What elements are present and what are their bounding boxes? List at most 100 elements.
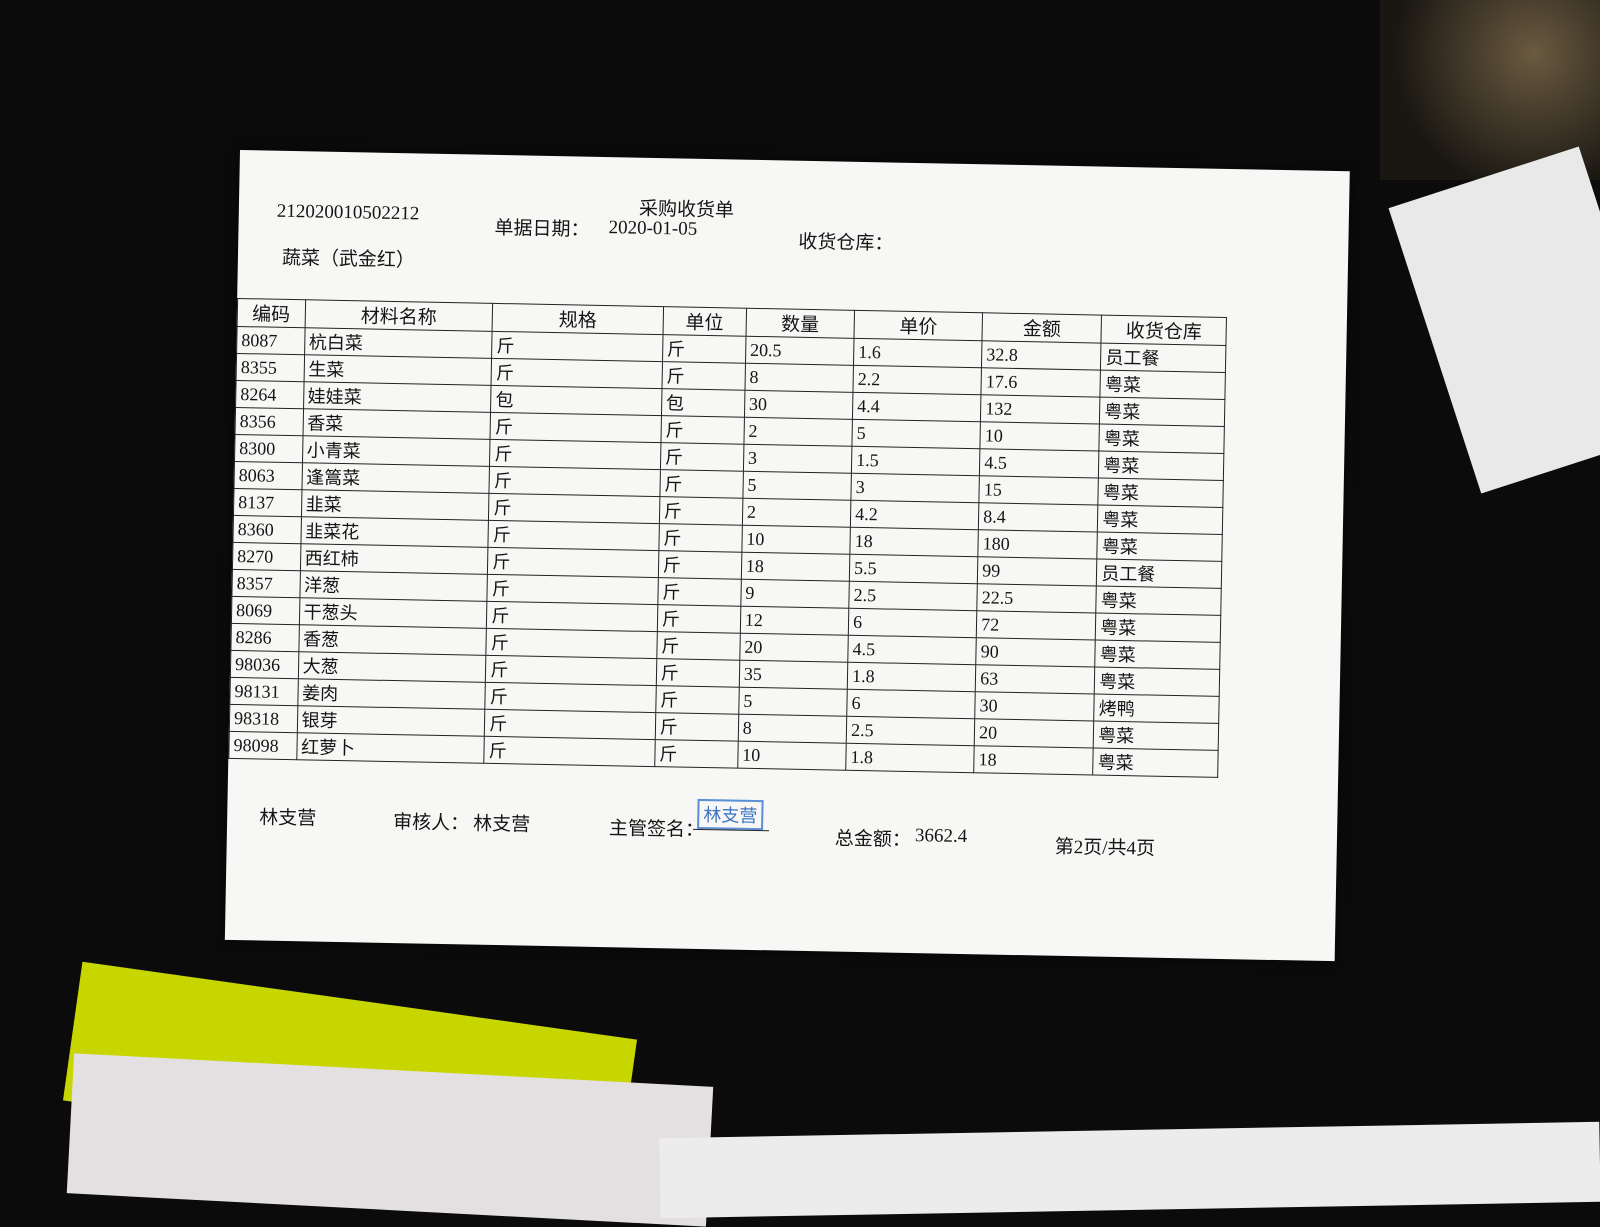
table-cell: 斤: [658, 523, 743, 553]
table-cell: 4.5: [979, 448, 1100, 479]
table-cell: 5: [852, 419, 981, 449]
background-object: [1380, 0, 1600, 180]
table-cell: 斤: [655, 712, 739, 742]
table-cell: 粤菜: [1097, 532, 1223, 562]
table-cell: 斤: [658, 550, 742, 580]
table-cell: 娃娃菜: [303, 381, 492, 413]
table-cell: 韭菜花: [300, 516, 489, 548]
table-cell: 香葱: [298, 624, 487, 656]
table-cell: 包: [490, 385, 662, 416]
table-cell: 8355: [236, 353, 305, 382]
stamp: 林支营: [697, 798, 764, 831]
table-cell: 1.6: [853, 338, 983, 368]
page: {"header": {"doc_number": "2120200105022…: [62, 0, 1600, 1227]
table-cell: 15: [979, 475, 1099, 506]
table-cell: 韭菜: [300, 489, 490, 521]
table-cell: 粤菜: [1098, 478, 1224, 508]
table-cell: 逢篙菜: [301, 462, 490, 494]
table-cell: 斤: [661, 361, 746, 391]
table-cell: 2.5: [846, 716, 975, 746]
page-number: 第2页/共4页: [1054, 836, 1156, 860]
table-cell: 生菜: [303, 354, 492, 386]
table-cell: 3: [743, 444, 853, 474]
supplier: 蔬菜（武金红）: [281, 247, 416, 272]
document: 212020010502212 采购收货单 单据日期： 2020-01-05 收…: [224, 150, 1350, 962]
table-cell: 180: [978, 529, 1098, 560]
table-cell: 烤鸭: [1093, 694, 1220, 724]
column-header: 数量: [745, 308, 855, 339]
table-cell: 63: [975, 664, 1096, 695]
table-cell: 斤: [485, 682, 657, 713]
table-cell: 18: [973, 745, 1094, 775]
table-cell: 2.2: [853, 365, 982, 395]
table-cell: 1.8: [847, 662, 976, 692]
table-cell: 5: [742, 471, 852, 501]
table-body: 8087 杭白菜斤斤 20.5 1.6 32.8 员工餐 8355 生菜斤斤 8 2.2 17.6 粤…: [228, 326, 1226, 778]
table-cell: 2.5: [848, 581, 978, 611]
column-header: 材料名称: [304, 299, 493, 332]
table-cell: 包: [661, 388, 745, 418]
table-cell: 斤: [659, 469, 744, 499]
table-cell: 斤: [488, 493, 660, 524]
column-header: 规格: [492, 303, 664, 335]
reviewer: 林支营: [472, 813, 531, 836]
background-paper: [659, 1121, 1600, 1219]
table-cell: 8.4: [978, 502, 1099, 533]
table-cell: 粤菜: [1098, 451, 1224, 481]
table-cell: 98318: [229, 704, 298, 733]
table-cell: 8286: [230, 623, 299, 652]
table-cell: 斤: [660, 442, 744, 472]
table-cell: 2: [742, 498, 851, 528]
table-cell: 10: [980, 421, 1100, 452]
table-cell: 粤菜: [1094, 667, 1220, 697]
table-cell: 斤: [660, 415, 745, 445]
maker: 林支营: [258, 807, 317, 830]
table-cell: 4.2: [850, 500, 980, 530]
column-header: 编码: [237, 298, 306, 328]
table-cell: 22.5: [976, 583, 1097, 614]
table-cell: 8063: [234, 461, 303, 490]
table-cell: 红萝卜: [296, 732, 485, 764]
table-cell: 斤: [659, 496, 743, 526]
table-cell: 斤: [656, 631, 741, 661]
table-cell: 98131: [229, 677, 298, 706]
column-header: 单位: [662, 306, 747, 337]
table-cell: 8264: [235, 380, 304, 409]
table-cell: 3: [850, 473, 980, 503]
reviewer-label: 审核人：: [392, 812, 470, 835]
table-cell: 小青菜: [302, 435, 491, 467]
table-cell: 斤: [657, 577, 742, 607]
table-cell: 粤菜: [1093, 720, 1219, 751]
table-cell: 8: [744, 363, 854, 393]
column-header: 单价: [854, 310, 983, 341]
table-cell: 员工餐: [1100, 343, 1226, 373]
table-cell: 32.8: [981, 340, 1102, 371]
table-cell: 斤: [655, 685, 740, 715]
total: 3662.4: [914, 825, 968, 848]
table-cell: 6: [846, 689, 976, 719]
table-cell: 粤菜: [1096, 586, 1222, 616]
table-cell: 干葱头: [298, 597, 488, 629]
table-cell: 斤: [486, 628, 658, 659]
table-cell: 4.4: [852, 392, 982, 422]
column-header: 收货仓库: [1101, 315, 1227, 346]
table-cell: 8300: [234, 434, 303, 463]
table-cell: 斤: [486, 601, 658, 632]
table-cell: 香菜: [302, 408, 491, 440]
table-cell: 斤: [484, 736, 656, 767]
table-cell: 8357: [231, 569, 300, 598]
table-cell: 斤: [654, 739, 739, 769]
table-cell: 8356: [235, 407, 304, 436]
table-cell: 98098: [228, 731, 297, 760]
signature-line: [693, 828, 770, 832]
table-cell: 10: [741, 525, 851, 555]
date-label: 单据日期：: [494, 217, 590, 241]
table-cell: 20.5: [745, 336, 855, 366]
table-cell: 35: [739, 660, 848, 690]
doc-number: 212020010502212: [276, 200, 420, 225]
warehouse-label: 收货仓库：: [798, 231, 894, 255]
table-cell: 18: [849, 527, 979, 557]
table-cell: 斤: [485, 655, 657, 686]
table-cell: 粤菜: [1092, 747, 1219, 778]
total-label: 总金额：: [834, 828, 912, 852]
